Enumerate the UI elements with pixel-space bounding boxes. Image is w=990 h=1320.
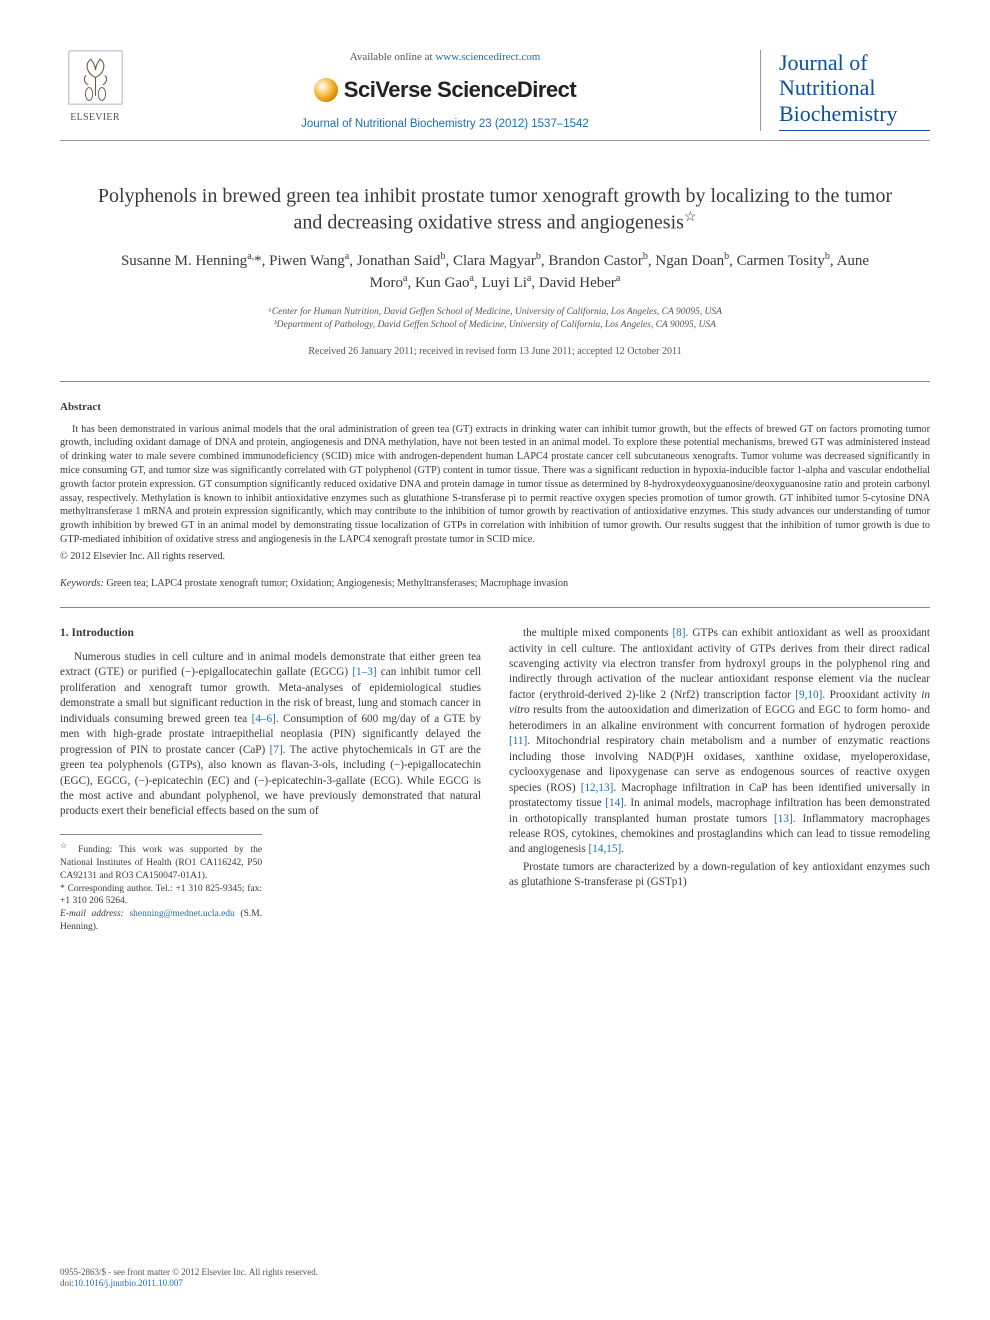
sciencedirect-link[interactable]: www.sciencedirect.com (435, 51, 540, 63)
footnotes: ☆ Funding: This work was supported by th… (60, 834, 262, 934)
article-body: 1. Introduction Numerous studies in cell… (60, 626, 930, 934)
platform-brand-text: SciVerse ScienceDirect (344, 75, 576, 105)
abstract-heading: Abstract (60, 400, 930, 415)
intro-para-1: Numerous studies in cell culture and in … (60, 650, 481, 820)
divider (60, 381, 930, 382)
affiliations: ᵃCenter for Human Nutrition, David Geffe… (60, 306, 930, 332)
journal-logo: Journal of Nutritional Biochemistry (760, 50, 930, 131)
abstract: Abstract It has been demonstrated in var… (60, 400, 930, 564)
keywords-text: Green tea; LAPC4 prostate xenograft tumo… (104, 578, 568, 589)
journal-reference: Journal of Nutritional Biochemistry 23 (… (150, 117, 740, 133)
email-footnote: E-mail address: shenning@mednet.ucla.edu… (60, 908, 262, 934)
funding-footnote: ☆ Funding: This work was supported by th… (60, 841, 262, 883)
publisher-logo-block: ELSEVIER (60, 50, 130, 125)
keywords: Keywords: Green tea; LAPC4 prostate xeno… (60, 577, 930, 591)
affiliation-b: ᵇDepartment of Pathology, David Geffen S… (60, 319, 930, 332)
author-list: Susanne M. Henninga,*, Piwen Wanga, Jona… (100, 250, 890, 294)
corresponding-email-link[interactable]: shenning@mednet.ucla.edu (129, 909, 234, 919)
affiliation-a: ᵃCenter for Human Nutrition, David Geffe… (60, 306, 930, 319)
available-online: Available online at www.sciencedirect.co… (150, 50, 740, 65)
abstract-copyright: © 2012 Elsevier Inc. All rights reserved… (60, 550, 930, 564)
section-1-heading: 1. Introduction (60, 626, 481, 642)
doi-link[interactable]: 10.1016/j.jnutbio.2011.10.007 (74, 1278, 183, 1288)
elsevier-tree-icon (68, 50, 123, 105)
header-center: Available online at www.sciencedirect.co… (130, 50, 760, 132)
abstract-body: It has been demonstrated in various anim… (60, 423, 930, 547)
page-footer: 0955-2863/$ - see front matter © 2012 El… (60, 1267, 318, 1290)
divider (60, 607, 930, 608)
keywords-label: Keywords: (60, 578, 104, 589)
publisher-label: ELSEVIER (60, 111, 130, 125)
title-footnote-symbol: ☆ (684, 210, 697, 225)
platform-brand: SciVerse ScienceDirect (150, 75, 740, 105)
article-title: Polyphenols in brewed green tea inhibit … (90, 183, 900, 236)
sciverse-orb-icon (314, 78, 338, 102)
footer-copyright: 0955-2863/$ - see front matter © 2012 El… (60, 1267, 318, 1279)
intro-para-2: the multiple mixed components [8]. GTPs … (509, 626, 930, 858)
intro-para-3: Prostate tumors are characterized by a d… (509, 860, 930, 891)
article-dates: Received 26 January 2011; received in re… (60, 345, 930, 359)
corresponding-author-footnote: * Corresponding author. Tel.: +1 310 825… (60, 883, 262, 909)
journal-header: ELSEVIER Available online at www.science… (60, 50, 930, 141)
